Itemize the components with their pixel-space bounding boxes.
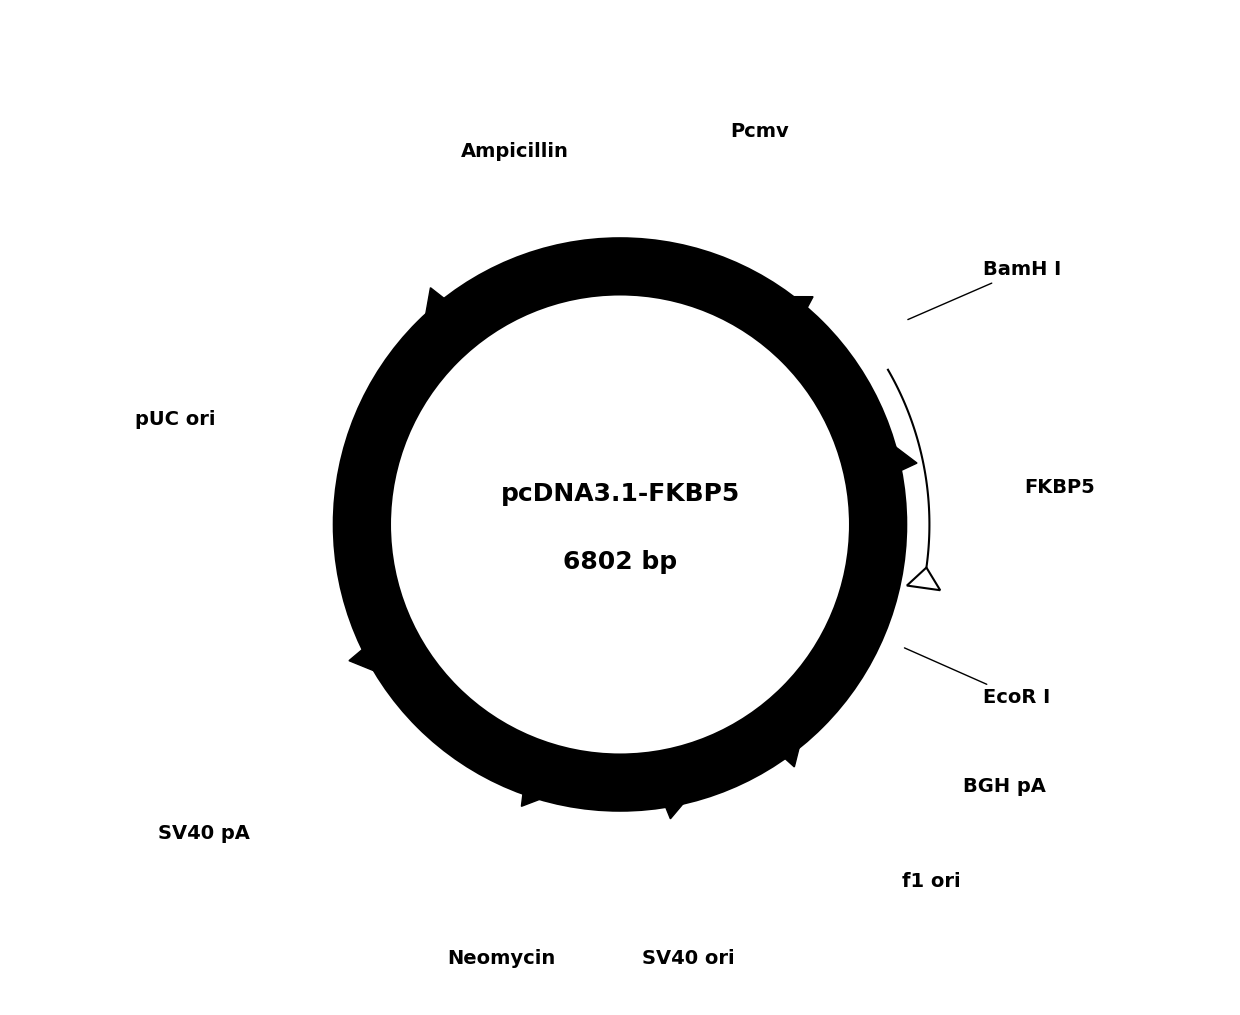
Polygon shape	[906, 567, 940, 591]
Text: FKBP5: FKBP5	[1024, 478, 1095, 496]
Polygon shape	[816, 606, 880, 683]
Text: pcDNA3.1-FKBP5: pcDNA3.1-FKBP5	[501, 482, 739, 505]
Text: Ampicillin: Ampicillin	[461, 142, 569, 161]
Text: BamH I: BamH I	[908, 260, 1061, 320]
Text: Pcmv: Pcmv	[730, 122, 789, 141]
Polygon shape	[620, 753, 701, 801]
Polygon shape	[742, 296, 813, 356]
Polygon shape	[645, 756, 717, 819]
Polygon shape	[849, 415, 918, 494]
Polygon shape	[341, 381, 417, 534]
Polygon shape	[620, 248, 719, 300]
Text: SV40 ori: SV40 ori	[641, 949, 734, 968]
Polygon shape	[381, 639, 433, 698]
Text: SV40 pA: SV40 pA	[157, 824, 249, 843]
Polygon shape	[521, 740, 589, 806]
Polygon shape	[737, 702, 805, 766]
Text: 6802 bp: 6802 bp	[563, 550, 677, 573]
Text: Neomycin: Neomycin	[446, 949, 556, 968]
Polygon shape	[849, 567, 884, 625]
Polygon shape	[355, 576, 398, 639]
Text: EcoR I: EcoR I	[904, 648, 1050, 707]
Polygon shape	[417, 287, 489, 365]
Polygon shape	[744, 697, 812, 767]
Polygon shape	[430, 698, 579, 799]
Text: pUC ori: pUC ori	[135, 410, 216, 428]
Polygon shape	[753, 293, 857, 399]
Polygon shape	[348, 613, 423, 690]
Text: f1 ori: f1 ori	[901, 872, 961, 890]
Text: BGH pA: BGH pA	[963, 776, 1045, 796]
